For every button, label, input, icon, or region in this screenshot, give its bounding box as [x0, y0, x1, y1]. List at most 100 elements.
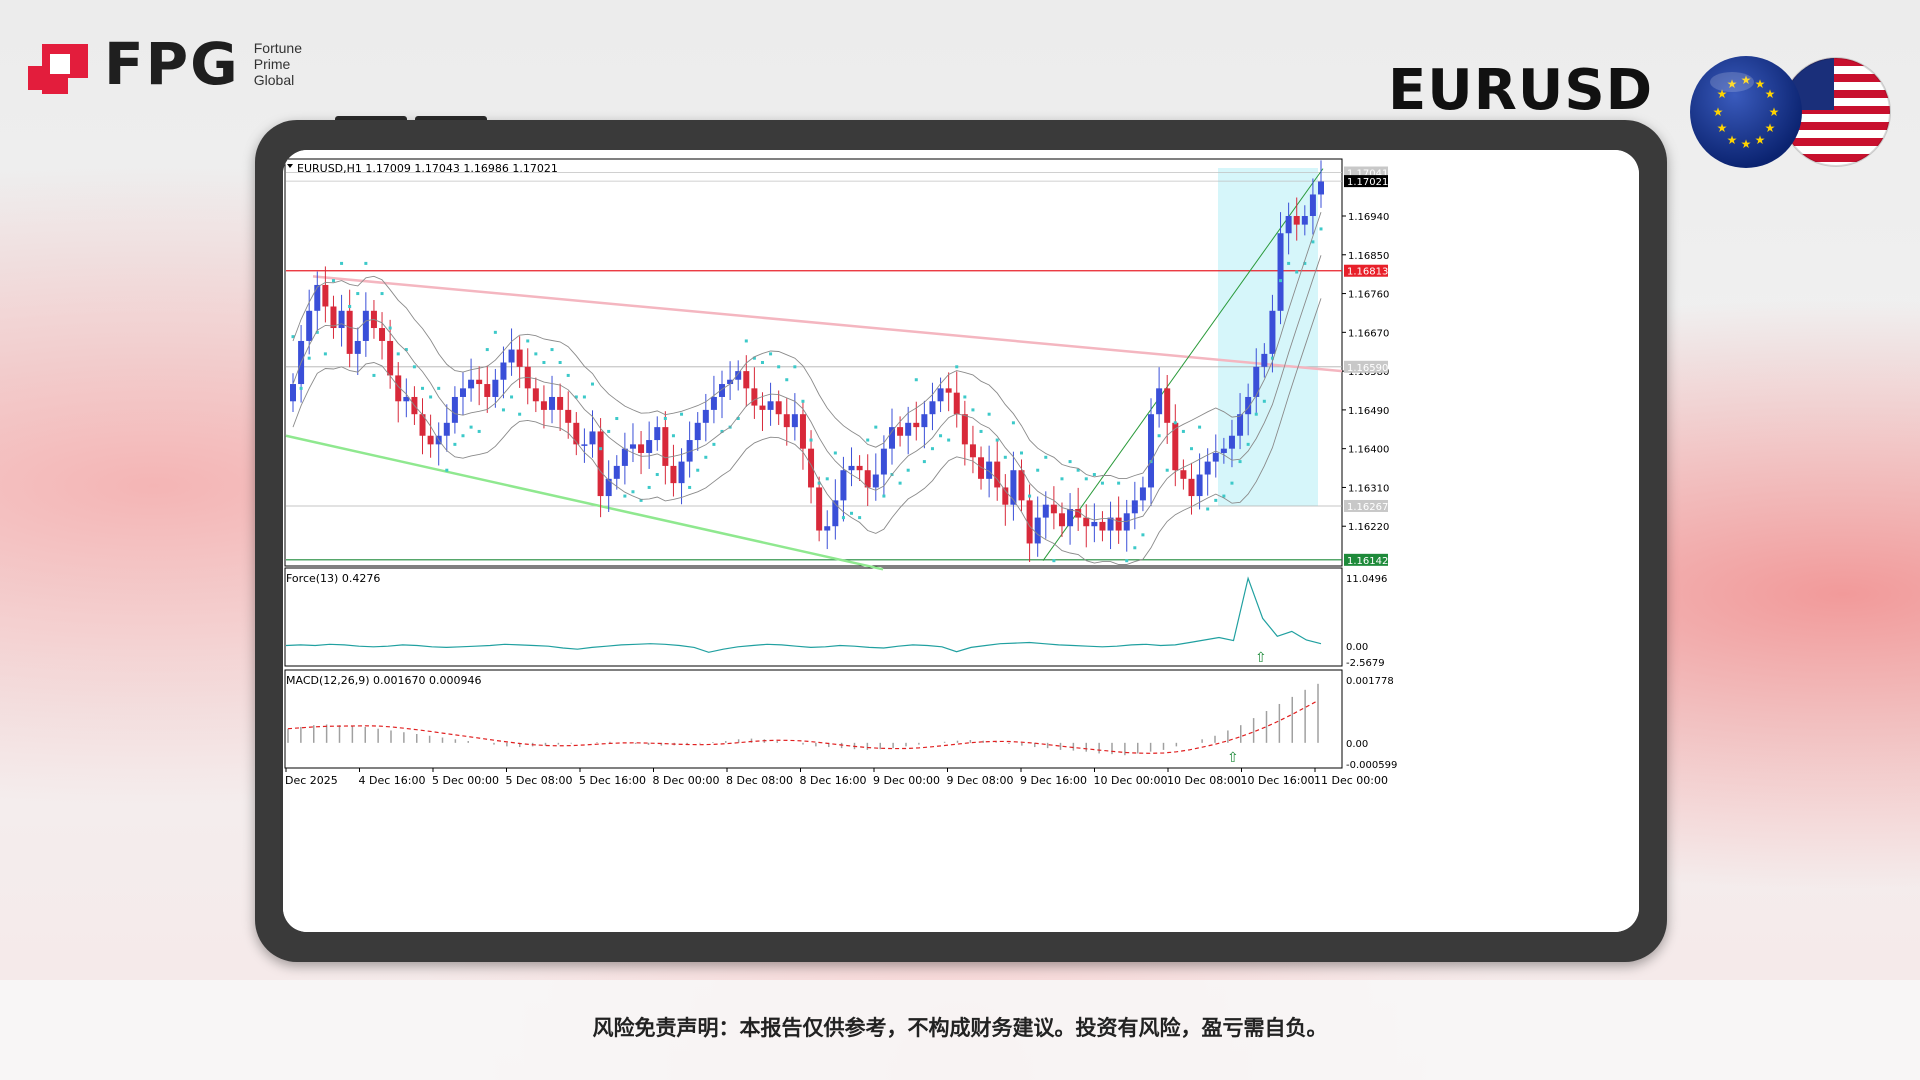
brand-subtitle: Fortune Prime Global	[254, 40, 302, 88]
tablet-button	[335, 116, 407, 122]
price-tag-label: 1.17021	[1347, 177, 1388, 188]
tablet-frame: 11.0496 0.00 -2.5679 ⇧ 0.001778 0.00 -0.00059…	[255, 120, 1667, 962]
highlight-zone	[1218, 168, 1318, 506]
candle-body	[694, 422, 701, 441]
sar-dot	[388, 326, 392, 330]
price-tag	[1344, 360, 1388, 373]
sar-dot	[736, 417, 740, 421]
sar-dot	[1214, 498, 1218, 502]
candle-body	[1212, 452, 1219, 462]
bollinger-lower	[292, 298, 1322, 565]
sar-dot	[1157, 434, 1161, 438]
sar-dot	[558, 361, 562, 364]
tablet-button	[415, 116, 487, 122]
time-tick-label: 5 Dec 00:00	[432, 774, 499, 787]
candle-body	[1245, 396, 1252, 415]
macd-signal-line	[287, 700, 1319, 754]
candle-body	[1058, 513, 1065, 527]
up-arrow-icon: ⇧	[1255, 650, 1267, 666]
candle-body	[848, 465, 855, 471]
sar-dot	[615, 417, 619, 421]
candle-body	[783, 414, 790, 428]
sar-dot	[793, 365, 797, 369]
candle-body	[1164, 388, 1171, 423]
candle-body	[1075, 508, 1082, 518]
sar-dot	[1254, 412, 1258, 416]
candle-body	[937, 388, 944, 402]
candle-body	[1253, 366, 1260, 397]
sar-dot	[720, 429, 724, 433]
svg-text:★: ★	[1727, 77, 1738, 91]
price-tick-label: 1.16760	[1348, 290, 1389, 301]
candle-body	[354, 340, 361, 354]
sar-dot	[639, 498, 643, 502]
candle-body	[1309, 194, 1316, 217]
candle-body	[484, 384, 491, 397]
candle-body	[322, 284, 329, 307]
candle-body	[961, 414, 968, 445]
sar-dot	[947, 438, 951, 442]
sar-dot	[882, 494, 886, 498]
svg-text:★: ★	[1717, 87, 1728, 101]
time-tick-label: 8 Dec 08:00	[726, 774, 793, 787]
sar-dot	[1133, 546, 1137, 550]
main-panel-frame	[284, 158, 1343, 567]
sar-dot	[631, 490, 635, 494]
sar-dot	[744, 339, 748, 343]
candle-body	[824, 526, 831, 531]
footer-band	[0, 980, 1920, 1080]
candle-body	[597, 431, 604, 497]
sar-dot	[696, 468, 700, 472]
candle-body	[290, 384, 296, 402]
sar-dot	[518, 412, 522, 416]
svg-text:★: ★	[1727, 133, 1738, 147]
candle-body	[1123, 513, 1130, 531]
sar-dot	[963, 395, 967, 399]
sar-dot	[1052, 559, 1056, 563]
sar-dot	[1028, 494, 1032, 498]
candle-body	[888, 427, 895, 449]
sar-dot	[955, 365, 959, 369]
time-tick-label: 9 Dec 08:00	[947, 774, 1014, 787]
force-tick-label: 11.0496	[1346, 574, 1387, 585]
sar-dot	[1222, 494, 1226, 498]
sar-dot	[396, 352, 400, 356]
candle-body	[1188, 478, 1195, 497]
sar-dot	[817, 481, 821, 485]
sar-dot	[777, 365, 781, 369]
candle-body	[994, 461, 1001, 488]
sar-dot	[671, 434, 675, 438]
mt-chart: 11.0496 0.00 -2.5679 ⇧ 0.001778 0.00 -0.00059…	[283, 150, 1639, 932]
candle-body	[743, 371, 750, 389]
candle-body	[314, 284, 321, 311]
time-tick-label: 9 Dec 16:00	[1020, 774, 1087, 787]
candle-body	[751, 388, 758, 406]
candle-body	[1228, 435, 1235, 449]
candle-body	[1115, 517, 1122, 531]
candle-body	[1318, 181, 1324, 195]
price-tag	[1344, 499, 1388, 512]
collapse-arrow-icon	[287, 164, 293, 168]
svg-text:★: ★	[1755, 77, 1766, 91]
price-tick-label: 1.16400	[1348, 445, 1389, 456]
sar-dot	[1125, 559, 1129, 563]
sar-dot	[785, 378, 789, 382]
sar-dot	[712, 442, 716, 446]
candle-body	[1261, 353, 1268, 367]
svg-text:★: ★	[1765, 87, 1776, 101]
sar-dot	[1230, 481, 1234, 485]
sar-dot	[493, 330, 497, 334]
sar-dot	[380, 292, 384, 296]
candle-body	[443, 422, 450, 436]
sar-dot	[331, 279, 335, 283]
time-tick-label: 4 Dec 16:00	[359, 774, 426, 787]
force-header: Force(13) 0.4276	[286, 572, 380, 585]
price-tick-label: 1.16940	[1348, 212, 1389, 223]
sar-dot	[534, 352, 538, 356]
candle-body	[1172, 422, 1179, 471]
sar-dot	[833, 451, 837, 455]
candle-body	[702, 409, 709, 423]
price-tick-label: 1.16850	[1348, 251, 1389, 262]
sar-dot	[1246, 442, 1250, 446]
sar-dot	[1036, 468, 1040, 472]
